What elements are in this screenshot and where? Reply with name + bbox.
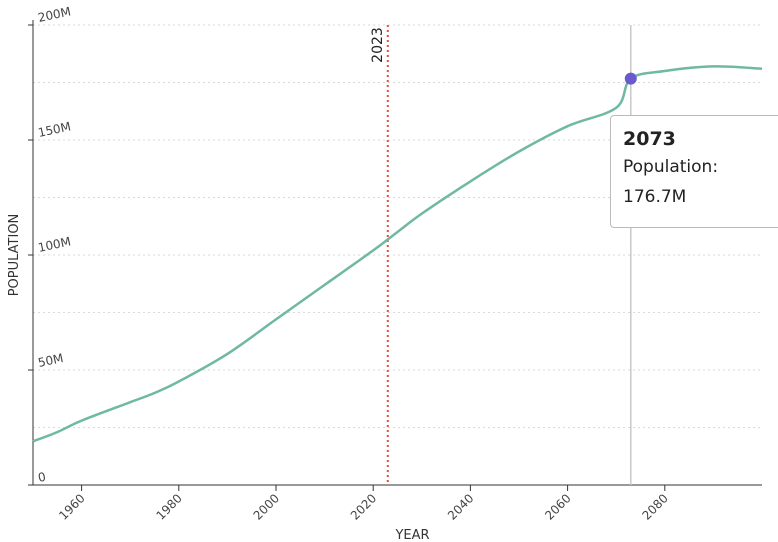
x-tick-label: 2080 xyxy=(639,491,670,522)
x-tick-label: 1980 xyxy=(153,491,184,522)
x-tick-label: 2020 xyxy=(348,491,379,522)
tooltip-year: 2073 xyxy=(623,128,676,150)
grid-lines xyxy=(33,24,762,428)
hover-group xyxy=(624,25,637,485)
axes xyxy=(28,20,762,491)
y-tick-label: 150M xyxy=(37,119,72,140)
x-tick-label: 2040 xyxy=(445,491,476,522)
y-tick-label: 0 xyxy=(37,470,47,485)
reference-line-label: 2023 xyxy=(370,27,386,63)
reference-line-group: 2023 xyxy=(370,25,389,485)
x-tick-label: 1960 xyxy=(56,491,87,522)
y-axis-title: POPULATION xyxy=(7,214,22,297)
tooltip-label: Population: xyxy=(623,157,719,177)
y-tick-label: 100M xyxy=(37,234,72,255)
y-tick-label: 50M xyxy=(37,351,65,370)
x-tick-label: 2060 xyxy=(542,491,573,522)
highlight-point xyxy=(624,72,637,85)
tooltip-value: 176.7M xyxy=(623,187,687,207)
x-axis-title: YEAR xyxy=(394,528,429,542)
tooltip: 2073 Population: 176.7M xyxy=(610,115,778,228)
x-tick-label: 2000 xyxy=(251,491,282,522)
y-tick-label: 200M xyxy=(37,4,72,25)
